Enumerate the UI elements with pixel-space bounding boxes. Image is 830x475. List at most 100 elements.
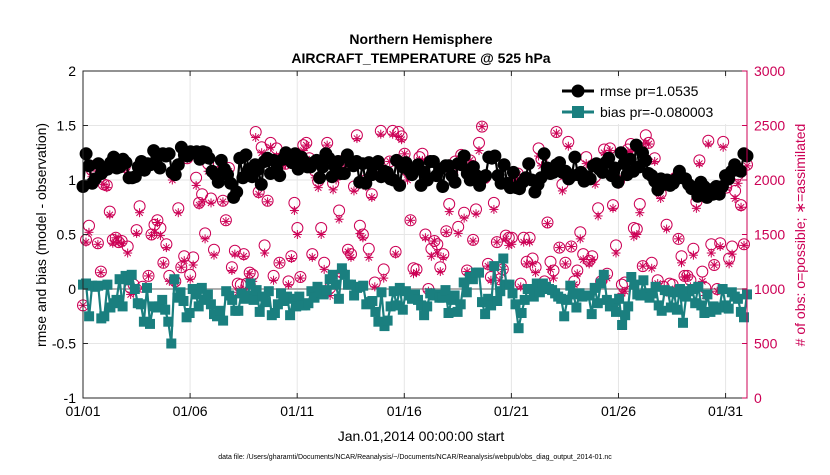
bias-point [410, 289, 420, 300]
obs-assimilated-point [93, 239, 103, 249]
obs-assimilated-point [545, 264, 555, 274]
bias-point [135, 299, 146, 310]
obs-assimilated-point [691, 203, 701, 213]
bias-point [638, 275, 649, 286]
rmse-point [119, 156, 133, 170]
bias-point [339, 269, 350, 280]
asterisk-stroke [228, 266, 236, 274]
asterisk-stroke [270, 276, 278, 284]
obs-assimilated-point [135, 208, 145, 218]
obs-assimilated-point [429, 236, 439, 246]
asterisk-stroke [344, 248, 352, 256]
bias-point [379, 321, 390, 332]
bias-point [589, 282, 600, 293]
bias-point [461, 287, 472, 298]
bias-point [492, 296, 503, 306]
asterisk-stroke [558, 187, 566, 195]
obs-assimilated-point [548, 273, 558, 283]
bias-point [291, 301, 302, 312]
asterisk-stroke [210, 251, 218, 259]
obs-assimilated-point [739, 240, 749, 250]
obs-possible-point [672, 232, 685, 245]
obs-possible-point [273, 256, 286, 269]
bias-point [346, 279, 356, 290]
bias-point [458, 277, 469, 288]
bias-point [440, 285, 451, 296]
obs-assimilated-point [301, 140, 311, 150]
obs-possible-point [636, 260, 649, 273]
bias-point [99, 311, 110, 322]
y-axis-left-label: rmse and bias (model - observation) [33, 123, 49, 347]
obs-assimilated-point [468, 236, 478, 246]
obs-assimilated-point [501, 234, 511, 244]
obs-assimilated-point [263, 197, 273, 207]
asterisk-stroke [198, 198, 206, 206]
asterisk-stroke [401, 150, 409, 158]
obs-assimilated-point [286, 253, 296, 263]
rmse-point [168, 168, 182, 182]
bias-point [690, 298, 701, 309]
asterisk-stroke [118, 239, 126, 247]
bias-point [169, 274, 180, 285]
bias-point [123, 275, 134, 286]
asterisk-stroke [740, 241, 748, 249]
asterisk-stroke [186, 275, 194, 283]
bias-point [391, 300, 402, 311]
bias-point [449, 290, 460, 301]
obs-assimilated-point [444, 207, 454, 217]
rmse-point [254, 177, 268, 191]
bias-point [702, 289, 713, 300]
bias-point [370, 306, 381, 317]
asterisk-stroke [716, 242, 724, 250]
bias-point [184, 308, 195, 318]
x-tick-label: 01/16 [387, 403, 422, 419]
bias-point [467, 274, 478, 285]
bias-point [157, 294, 168, 305]
asterisk-stroke [564, 142, 572, 150]
obs-assimilated-point [560, 259, 570, 269]
asterisk-stroke [94, 240, 102, 248]
obs-assimilated-point [554, 243, 564, 253]
rmse-point [153, 161, 167, 175]
obs-assimilated-point [96, 268, 106, 278]
asterisk-stroke [103, 184, 111, 192]
bias-point [739, 312, 749, 323]
bias-point [443, 308, 454, 318]
obs-assimilated-point [283, 280, 293, 290]
asterisk-stroke [728, 250, 736, 258]
obs-assimilated-point [531, 268, 541, 278]
obs-assimilated-point [185, 274, 195, 284]
bias-point [178, 296, 189, 306]
asterisk-stroke [579, 256, 587, 264]
asterisk-stroke [389, 130, 397, 138]
obs-assimilated-point [715, 241, 725, 251]
obs-assimilated-point [593, 211, 603, 221]
asterisk-stroke [466, 156, 474, 164]
obs-assimilated-point [572, 269, 582, 279]
asterisk-stroke [737, 203, 745, 211]
bias-point [251, 285, 262, 296]
obs-assimilated-point [132, 228, 142, 238]
rmse-point [230, 185, 244, 199]
asterisk-stroke [645, 140, 653, 148]
asterisk-stroke [445, 208, 453, 216]
asterisk-stroke [609, 204, 617, 212]
obs-assimilated-point [158, 259, 168, 269]
bias-point [349, 290, 360, 301]
bias-point [422, 301, 433, 312]
bias-point [321, 285, 332, 296]
obs-assimilated-point [179, 256, 189, 266]
obs-possible-point [175, 261, 188, 274]
obs-assimilated-point [379, 273, 389, 283]
rmse-point [522, 157, 536, 171]
obs-assimilated-point [420, 233, 430, 243]
asterisk-stroke [407, 216, 415, 224]
bias-point [653, 300, 664, 311]
bias-point [623, 301, 634, 312]
obs-assimilated-point [635, 208, 645, 218]
asterisk-stroke [582, 160, 590, 168]
asterisk-stroke [675, 235, 683, 243]
bias-point [269, 308, 280, 318]
bias-point [163, 316, 174, 327]
bias-point [614, 293, 625, 304]
